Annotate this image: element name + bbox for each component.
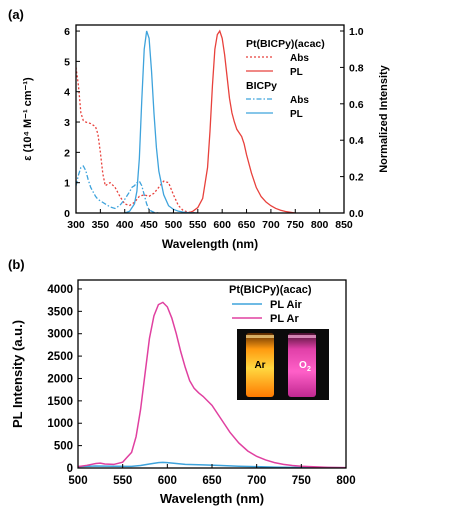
vial-o2: [288, 333, 316, 397]
series-pt-abs: [76, 67, 198, 213]
panel-b-x-tick-label: 750: [292, 475, 311, 487]
vial-ar: [246, 333, 274, 397]
panel-b-y-axis-label: PL Intensity (a.u.): [10, 320, 25, 428]
panel-a: (a) 300 350 400 450 500 550 600 650 700 750 800 850…: [8, 7, 390, 251]
legend-a-group-2-title: BICPy: [246, 80, 277, 92]
panel-b-x-tick-label: 600: [158, 475, 177, 487]
panel-a-frame: [75, 24, 345, 214]
panel-a-x-ticks: 300 350 400 450 500 550 600 650 700 750 800 850: [67, 209, 353, 231]
series-bicpy-pl: [124, 30, 198, 213]
vial-ar-meniscus: [246, 335, 274, 338]
panel-a-label: (a): [8, 7, 24, 22]
panel-a-y-right-tick-label: 0.6: [349, 99, 364, 111]
panel-a-x-tick-label: 550: [189, 219, 207, 231]
panel-a-x-tick-label: 650: [238, 219, 256, 231]
panel-a-x-tick-label: 400: [116, 219, 134, 231]
panel-a-y-right-axis-label: Normalized Intensity: [378, 64, 390, 172]
panel-b-x-tick-label: 650: [202, 475, 221, 487]
panel-a-y-left-tick-label: 3: [64, 117, 70, 129]
panel-a-legend: Pt(BICPy)(acac) Abs PL BICPy Abs PL: [246, 38, 325, 120]
vial-o2-meniscus: [288, 335, 316, 338]
panel-a-x-tick-label: 700: [262, 219, 280, 231]
panel-b-x-tick-label: 700: [247, 475, 266, 487]
panel-a-x-tick-label: 300: [67, 219, 85, 231]
panel-a-y-left-tick-label: 2: [64, 147, 70, 159]
panel-b-y-tick-label: 0: [67, 463, 73, 475]
panel-b-series: [78, 301, 346, 468]
panel-a-y-right-ticks: 0.0 0.2 0.4 0.6 0.8 1.0: [340, 26, 364, 220]
panel-b-y-tick-label: 500: [54, 441, 73, 453]
panel-a-y-left-tick-label: 5: [64, 56, 70, 68]
panel-a-x-tick-label: 600: [213, 219, 231, 231]
vial-ar-label: Ar: [254, 360, 265, 371]
panel-a-x-tick-label: 850: [335, 219, 353, 231]
panel-a-y-left-tick-label: 0: [64, 208, 70, 220]
inset-photo: Ar O 2: [237, 329, 329, 400]
panel-a-y-right-tick-label: 0.2: [349, 172, 364, 184]
series-bicpy-abs: [76, 165, 159, 213]
vial-o2-label-subscript: 2: [307, 366, 311, 373]
panel-b-x-tick-label: 500: [68, 475, 87, 487]
legend-b-label-air: PL Air: [270, 299, 303, 311]
panel-b: (b) 500 550 600 650 700 750 800 05001000150020…: [8, 257, 356, 506]
panel-a-x-tick-label: 450: [140, 219, 158, 231]
panel-b-x-tick-label: 550: [113, 475, 132, 487]
panel-a-y-right-tick-label: 1.0: [349, 26, 364, 38]
panel-b-y-tick-label: 2500: [47, 351, 73, 363]
panel-b-y-tick-label: 1000: [47, 418, 73, 430]
panel-a-x-tick-label: 350: [92, 219, 110, 231]
panel-a-y-right-tick-label: 0.4: [349, 135, 364, 147]
panel-a-y-left-ticks: 0 1 2 3 4 5 6: [64, 26, 80, 220]
panel-a-y-left-tick-label: 1: [64, 178, 70, 190]
legend-a-label-bicpy-abs: Abs: [290, 95, 309, 106]
panel-a-x-tick-label: 500: [165, 219, 183, 231]
panel-b-y-tick-label: 1500: [47, 396, 73, 408]
panel-b-y-tick-label: 4000: [47, 284, 73, 296]
panel-a-series: [76, 29, 296, 213]
panel-b-y-tick-label: 3000: [47, 329, 73, 341]
panel-b-y-ticks: 0 500 1000 1500 2000 2500 3000 3500 4000: [47, 284, 82, 475]
legend-b-title: Pt(BICPy)(acac): [229, 284, 312, 296]
vial-o2-label: O: [299, 360, 307, 371]
panel-b-label: (b): [8, 257, 25, 272]
series-pl-air: [78, 461, 346, 468]
series-pt-pl: [187, 29, 296, 213]
panel-a-y-left-tick-label: 6: [64, 26, 70, 38]
panel-a-x-axis-label: Wavelength (nm): [162, 237, 258, 251]
legend-a-label-pt-abs: Abs: [290, 53, 309, 64]
panel-a-y-left-tick-label: 4: [64, 87, 70, 99]
panel-b-x-ticks: 500 550 600 650 700 750 800: [68, 464, 356, 487]
panel-a-y-right-tick-label: 0.8: [349, 62, 364, 74]
series-pl-ar: [78, 301, 346, 468]
panel-b-x-tick-label: 800: [336, 475, 355, 487]
panel-a-x-tick-label: 750: [287, 219, 305, 231]
panel-b-legend: Pt(BICPy)(acac) PL Air PL Ar: [229, 284, 312, 325]
legend-a-label-pt-pl: PL: [290, 67, 303, 78]
panel-a-x-tick-label: 800: [311, 219, 329, 231]
panel-b-y-tick-label: 2000: [47, 373, 73, 385]
panel-a-y-left-axis-label: ε (10⁴ M⁻¹ cm⁻¹): [22, 77, 34, 161]
legend-b-label-ar: PL Ar: [270, 313, 299, 325]
legend-a-label-bicpy-pl: PL: [290, 109, 303, 120]
panel-b-y-tick-label: 3500: [47, 306, 73, 318]
legend-a-group-1-title: Pt(BICPy)(acac): [246, 38, 325, 50]
panel-b-x-axis-label: Wavelength (nm): [160, 491, 264, 506]
panel-a-y-right-tick-label: 0.0: [349, 208, 364, 220]
